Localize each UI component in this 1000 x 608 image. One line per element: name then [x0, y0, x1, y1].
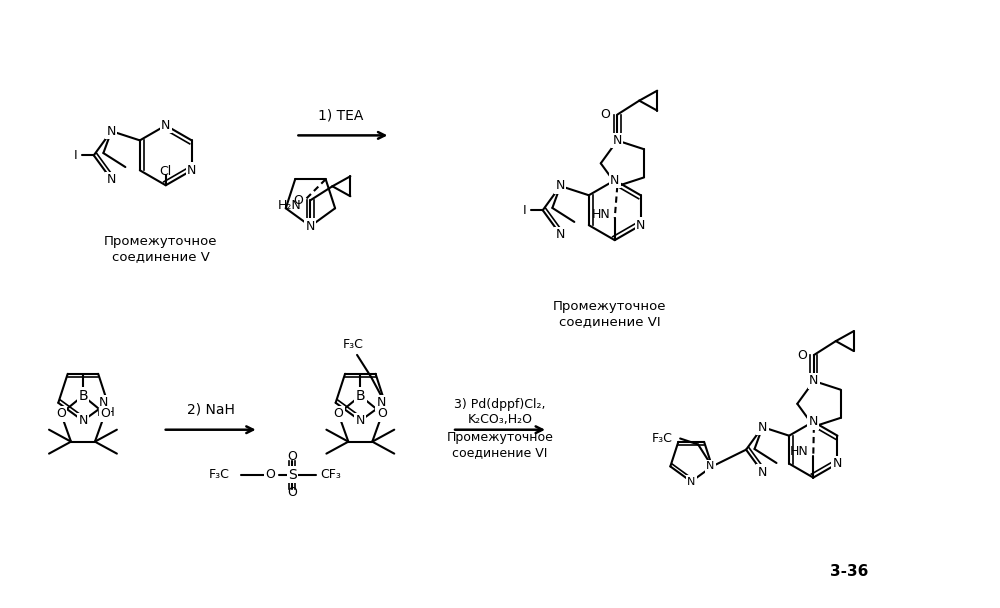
Text: N: N — [556, 228, 565, 241]
Text: N: N — [107, 125, 116, 137]
Text: N: N — [107, 173, 116, 186]
Text: N: N — [706, 461, 714, 471]
Text: N: N — [687, 477, 695, 486]
Text: Промежуточное
соединение V: Промежуточное соединение V — [104, 235, 218, 263]
Text: S: S — [288, 468, 297, 482]
Text: N: N — [758, 466, 767, 478]
Text: O: O — [333, 407, 343, 420]
Text: Промежуточное: Промежуточное — [447, 431, 553, 444]
Text: I: I — [74, 149, 78, 162]
Text: O: O — [294, 194, 303, 207]
Text: 3) Pd(dppf)Cl₂,: 3) Pd(dppf)Cl₂, — [454, 398, 546, 411]
Text: O: O — [100, 407, 110, 420]
Text: I: I — [523, 204, 527, 216]
Text: CF₃: CF₃ — [320, 468, 341, 481]
Text: HN: HN — [790, 445, 809, 458]
Text: B: B — [356, 389, 365, 402]
Text: O: O — [266, 468, 275, 481]
Text: F₃C: F₃C — [343, 339, 364, 351]
Text: Промежуточное
соединение VI: Промежуточное соединение VI — [553, 300, 666, 328]
Text: 3-36: 3-36 — [830, 564, 868, 579]
Text: Cl: Cl — [160, 165, 172, 178]
Text: B: B — [78, 389, 88, 402]
Text: N: N — [556, 179, 565, 193]
Text: NH: NH — [97, 406, 116, 420]
Text: 1) TEA: 1) TEA — [318, 108, 363, 122]
Text: 2) NaH: 2) NaH — [187, 402, 235, 416]
Text: O: O — [56, 407, 66, 420]
Text: N: N — [78, 414, 88, 427]
Text: K₂CO₃,H₂O: K₂CO₃,H₂O — [468, 413, 532, 426]
Text: N: N — [161, 119, 170, 132]
Text: F₃C: F₃C — [209, 468, 230, 481]
Text: HN: HN — [591, 208, 610, 221]
Text: N: N — [306, 219, 315, 233]
Text: H₂N: H₂N — [278, 199, 302, 212]
Text: N: N — [610, 174, 619, 187]
Text: N: N — [758, 421, 767, 434]
Text: N: N — [356, 414, 365, 427]
Text: O: O — [288, 486, 297, 499]
Text: N: N — [376, 396, 386, 409]
Text: N: N — [809, 375, 819, 387]
Text: F₃C: F₃C — [652, 432, 673, 445]
Text: N: N — [809, 415, 818, 428]
Text: N: N — [613, 134, 622, 147]
Text: O: O — [797, 348, 807, 362]
Text: N: N — [833, 457, 842, 470]
Text: N: N — [636, 219, 645, 232]
Text: N: N — [99, 396, 108, 409]
Text: O: O — [600, 108, 610, 121]
Text: соединение VI: соединение VI — [452, 446, 548, 459]
Text: O: O — [288, 450, 297, 463]
Text: O: O — [377, 407, 387, 420]
Text: N: N — [187, 164, 196, 177]
